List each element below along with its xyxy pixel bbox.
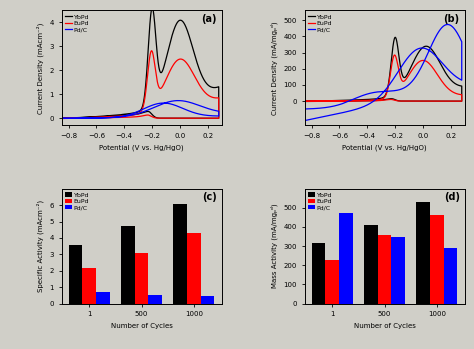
Y-axis label: Current Density (mA/mgₚᵈ): Current Density (mA/mgₚᵈ): [271, 21, 278, 115]
Text: (d): (d): [444, 192, 460, 202]
X-axis label: Potential (V vs. Hg/HgO): Potential (V vs. Hg/HgO): [342, 144, 427, 151]
X-axis label: Potential (V vs. Hg/HgO): Potential (V vs. Hg/HgO): [99, 144, 184, 151]
Bar: [417, 202, 430, 304]
Y-axis label: Current Density (mAcm⁻²): Current Density (mAcm⁻²): [36, 22, 44, 114]
Legend: YbPd, EuPd, Pd/C: YbPd, EuPd, Pd/C: [65, 192, 90, 211]
Legend: YbPd, EuPd, Pd/C: YbPd, EuPd, Pd/C: [308, 192, 333, 211]
Bar: [82, 268, 96, 304]
Text: (a): (a): [201, 14, 217, 24]
Bar: [326, 260, 339, 304]
Y-axis label: Specific Activity (mAcm⁻²): Specific Activity (mAcm⁻²): [36, 200, 44, 292]
Legend: YbPd, EuPd, Pd/C: YbPd, EuPd, Pd/C: [308, 14, 333, 33]
Text: (b): (b): [444, 14, 460, 24]
X-axis label: Number of Cycles: Number of Cycles: [354, 323, 416, 329]
Text: (c): (c): [202, 192, 217, 202]
Bar: [444, 248, 457, 304]
Bar: [430, 215, 444, 304]
Bar: [173, 204, 187, 304]
Bar: [339, 213, 353, 304]
Bar: [148, 295, 162, 304]
Y-axis label: Mass Activity (mA/mgₚᵈ): Mass Activity (mA/mgₚᵈ): [271, 204, 278, 289]
Bar: [378, 235, 392, 304]
Legend: YbPd, EuPd, Pd/C: YbPd, EuPd, Pd/C: [65, 14, 90, 33]
Bar: [121, 225, 135, 304]
X-axis label: Number of Cycles: Number of Cycles: [110, 323, 173, 329]
Bar: [364, 225, 378, 304]
Bar: [135, 253, 148, 304]
Bar: [96, 292, 109, 304]
Bar: [392, 237, 405, 304]
Bar: [201, 296, 214, 304]
Bar: [312, 243, 326, 304]
Bar: [187, 233, 201, 304]
Bar: [69, 245, 82, 304]
